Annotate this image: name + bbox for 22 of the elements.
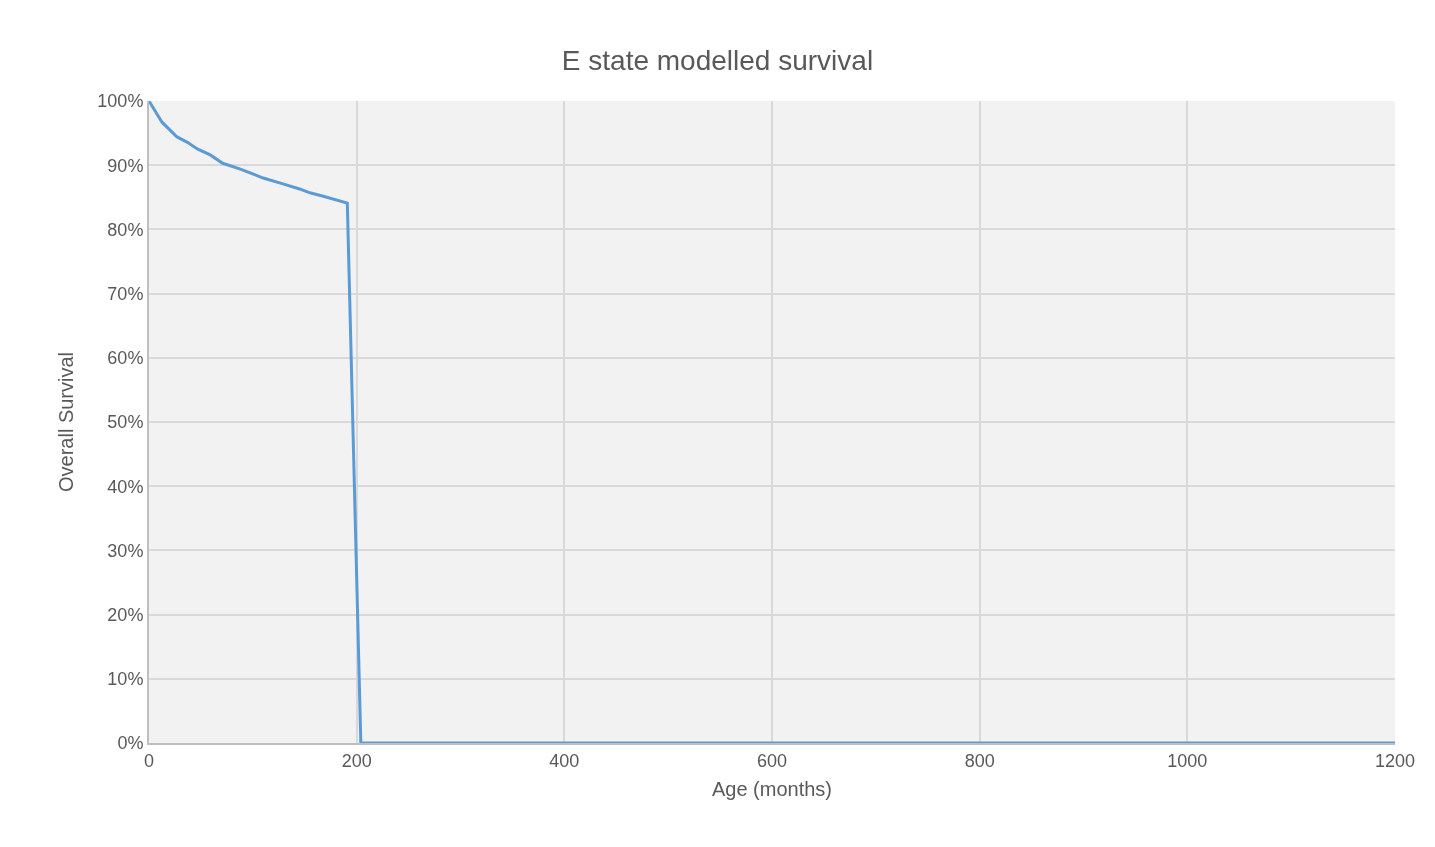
line-series: [149, 101, 1395, 743]
y-tick-label: 100%: [97, 91, 144, 112]
y-tick-label: 50%: [107, 412, 144, 433]
y-tick-label: 0%: [117, 733, 144, 754]
y-tick-label: 30%: [107, 540, 144, 561]
x-tick-label: 200: [341, 750, 372, 771]
x-tick-label: 600: [756, 750, 788, 771]
x-tick-label: 400: [549, 750, 580, 771]
y-tick-label: 80%: [107, 219, 144, 240]
y-tick-label: 40%: [107, 476, 144, 497]
x-tick-label: 1000: [1167, 750, 1208, 771]
y-tick-label: 70%: [107, 283, 144, 304]
y-tick-label: 60%: [107, 348, 144, 369]
chart-title: E state modelled survival: [561, 45, 874, 77]
y-axis-title: Overall Survival: [55, 351, 78, 493]
y-tick-label: 90%: [107, 155, 144, 176]
x-tick-label: 800: [964, 750, 995, 771]
x-tick-label: 0: [143, 750, 155, 771]
x-tick-label: 1200: [1374, 750, 1416, 771]
y-tick-label: 10%: [107, 669, 144, 690]
x-axis-title: Age (months): [711, 777, 833, 800]
y-tick-label: 20%: [107, 604, 144, 625]
